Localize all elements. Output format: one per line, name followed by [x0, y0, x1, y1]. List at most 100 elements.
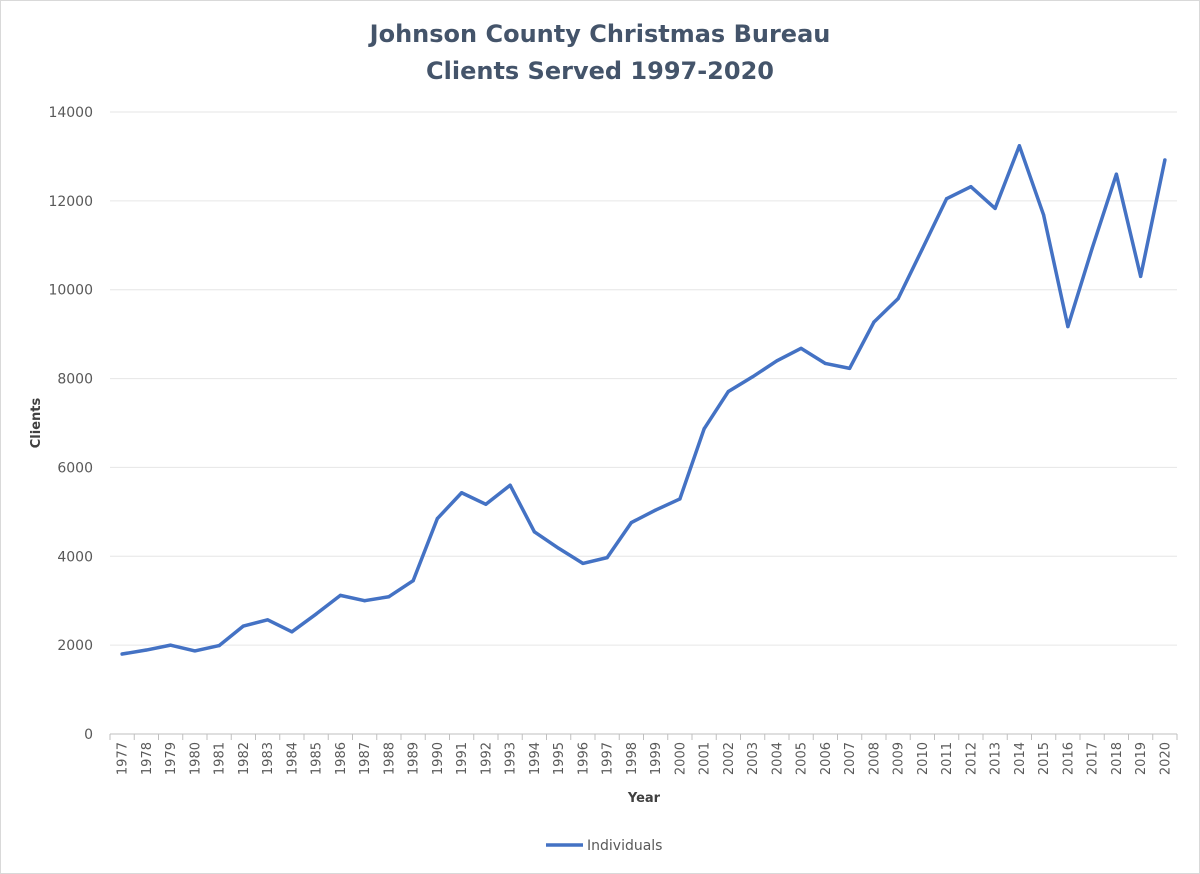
legend: Individuals	[546, 838, 662, 854]
data-point	[702, 427, 706, 431]
data-point	[629, 520, 633, 525]
x-tick-label: 1994	[528, 742, 543, 775]
data-point	[217, 643, 221, 648]
x-tick-label: 2004	[770, 742, 785, 775]
x-tick-label: 2011	[940, 742, 955, 775]
legend-label-individuals: Individuals	[587, 838, 662, 854]
x-tick-label: 1991	[455, 742, 470, 775]
data-point	[144, 648, 148, 652]
y-axis-ticks: 0 2000 4000 6000 8000 10000 12000 14000	[48, 105, 93, 743]
data-point	[993, 206, 997, 211]
data-point	[654, 508, 658, 512]
y-tick-label: 12000	[48, 194, 93, 210]
x-tick-label: 1990	[431, 742, 446, 775]
y-tick-label: 2000	[57, 638, 93, 654]
x-tick-label: 1982	[237, 742, 252, 775]
x-tick-label: 1978	[140, 742, 155, 775]
data-point	[460, 491, 464, 495]
gridlines	[109, 111, 1178, 740]
data-point	[1090, 246, 1094, 250]
y-axis-title: Clients	[29, 398, 44, 449]
data-point	[1163, 158, 1167, 162]
x-tick-label: 1989	[407, 742, 422, 775]
data-point	[581, 561, 585, 565]
x-tick-label: 2005	[795, 742, 810, 775]
x-tick-label: 1999	[649, 742, 664, 775]
x-tick-label: 1979	[164, 742, 179, 775]
y-tick-label: 8000	[57, 372, 93, 388]
x-tick-label: 2018	[1110, 742, 1125, 775]
data-point	[823, 361, 827, 366]
data-point	[896, 297, 900, 301]
x-tick-label: 2017	[1086, 742, 1101, 775]
data-point	[338, 593, 342, 597]
data-point	[848, 366, 852, 370]
data-point	[969, 185, 973, 189]
data-point	[678, 497, 682, 501]
data-point	[266, 618, 270, 622]
data-point	[1042, 213, 1046, 217]
data-point	[290, 630, 294, 634]
x-tick-label: 2014	[1013, 742, 1028, 775]
x-tick-label: 1996	[576, 742, 591, 775]
data-point	[920, 247, 924, 251]
y-tick-label: 0	[84, 727, 93, 743]
x-tick-label: 1984	[285, 742, 300, 775]
x-axis-title: Year	[627, 791, 661, 806]
x-tick-label: 2010	[916, 742, 931, 775]
data-point	[1139, 274, 1143, 278]
x-tick-label: 1998	[625, 742, 640, 775]
data-point	[775, 359, 779, 363]
data-point	[945, 197, 949, 201]
x-tick-label: 2007	[843, 742, 858, 775]
x-tick-label: 1980	[188, 742, 203, 775]
x-tick-label: 2001	[698, 742, 713, 775]
x-axis-ticks: 1977 1978 1979 1980 1981 1982 1983 1984 1985 1986…	[116, 742, 1174, 775]
x-tick-label: 2008	[867, 742, 882, 775]
data-point	[532, 530, 536, 534]
data-point	[872, 320, 876, 324]
y-tick-label: 4000	[57, 549, 93, 565]
x-tick-label: 1993	[504, 742, 519, 775]
x-tick-label: 2002	[722, 742, 737, 775]
x-tick-label: 2009	[892, 742, 907, 775]
data-point	[1114, 172, 1118, 176]
data-point	[363, 599, 367, 603]
x-tick-label: 2019	[1134, 742, 1149, 775]
x-tick-label: 2012	[964, 742, 979, 775]
data-point	[314, 612, 318, 616]
data-point	[435, 516, 439, 521]
data-point	[411, 579, 415, 583]
data-point	[1066, 324, 1070, 329]
data-point	[605, 556, 609, 560]
series-line-individuals	[120, 144, 1167, 656]
x-tick-label: 1995	[552, 742, 567, 775]
x-tick-label: 1977	[116, 742, 131, 775]
chart-subtitle: Clients Served 1997-2020	[426, 57, 774, 85]
x-tick-label: 2016	[1061, 742, 1076, 775]
data-point	[193, 649, 197, 653]
x-tick-label: 1988	[382, 742, 397, 775]
y-tick-label: 6000	[57, 460, 93, 476]
data-point	[484, 502, 488, 506]
chart-title: Johnson County Christmas Bureau	[369, 20, 831, 48]
x-tick-label: 1992	[479, 742, 494, 775]
x-tick-label: 2003	[746, 742, 761, 775]
data-point	[241, 624, 245, 628]
x-tick-label: 1986	[334, 742, 349, 775]
x-tick-label: 2020	[1158, 742, 1173, 775]
x-tick-label: 1985	[310, 742, 325, 775]
x-tick-label: 1981	[213, 742, 228, 775]
data-point	[726, 389, 730, 394]
y-tick-label: 14000	[48, 105, 93, 121]
x-tick-label: 2006	[819, 742, 834, 775]
x-tick-label: 2015	[1037, 742, 1052, 775]
y-tick-label: 10000	[48, 283, 93, 299]
series-layer	[120, 144, 1167, 656]
data-point	[1017, 144, 1021, 148]
x-tick-label: 2013	[989, 742, 1004, 775]
data-point	[799, 346, 803, 350]
data-point	[751, 375, 755, 379]
